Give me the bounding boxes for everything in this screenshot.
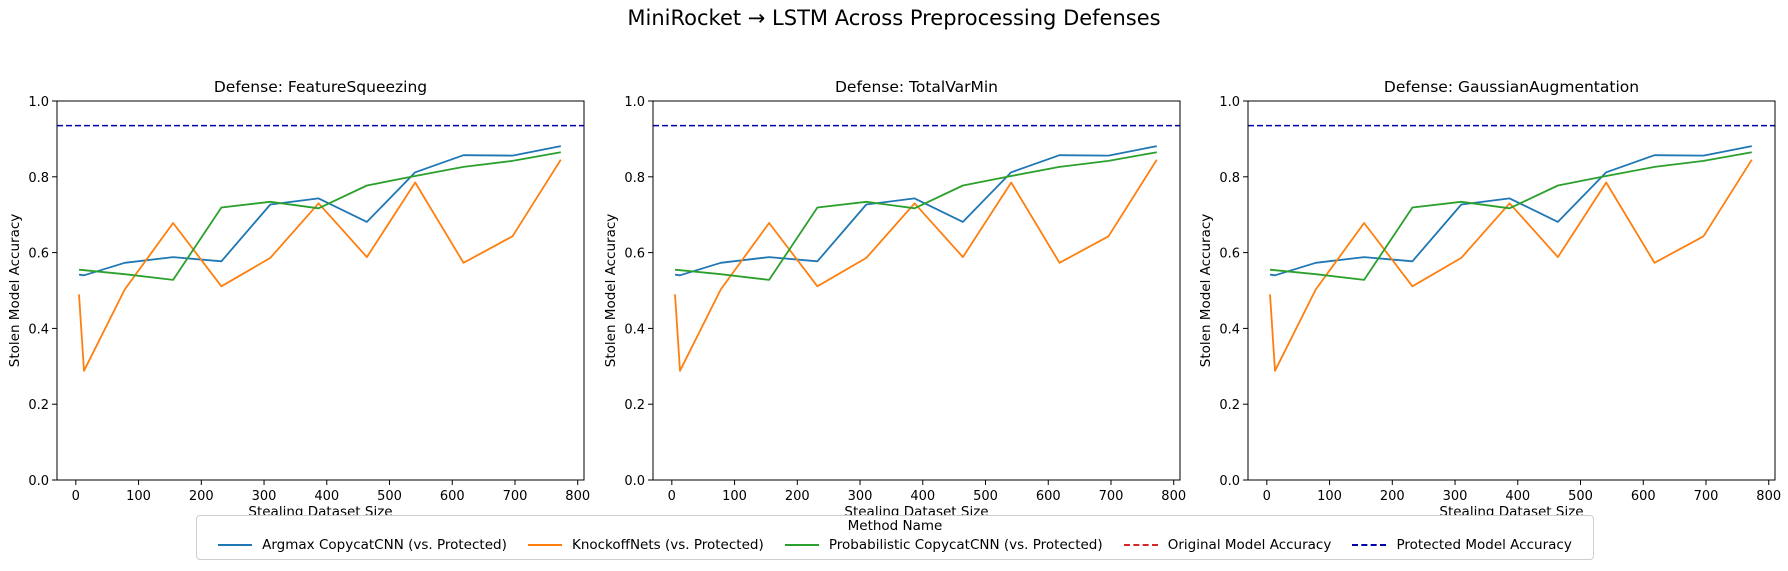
x-tick-label: 0: [668, 489, 676, 504]
y-tick-label: 1.0: [624, 95, 645, 110]
series-line: [78, 151, 561, 281]
x-tick-label: 700: [503, 489, 528, 504]
y-axis-label: Stolen Model Accuracy: [1198, 214, 1214, 367]
legend-entry: Original Model Accuracy: [1123, 537, 1332, 553]
x-tick-label: 800: [565, 489, 590, 504]
x-tick-label: 500: [377, 489, 402, 504]
legend-entry: Probabilistic CopycatCNN (vs. Protected): [784, 537, 1103, 553]
legend-label: Original Model Accuracy: [1167, 537, 1332, 553]
y-tick-label: 1.0: [1219, 95, 1240, 110]
y-tick-label: 0.2: [1219, 398, 1240, 413]
x-tick-label: 600: [1036, 489, 1061, 504]
x-tick-label: 500: [973, 489, 998, 504]
legend-label: Probabilistic CopycatCNN (vs. Protected): [828, 537, 1103, 553]
series-line: [1269, 151, 1752, 281]
x-tick-label: 600: [1631, 489, 1656, 504]
series-line: [674, 159, 1158, 372]
plot-frame: [1247, 100, 1776, 481]
x-tick-label: 100: [1317, 489, 1342, 504]
legend-entry: KnockoffNets (vs. Protected): [527, 537, 764, 553]
y-tick-label: 0.0: [1219, 474, 1240, 489]
x-tick-label: 0: [72, 489, 80, 504]
series-line: [78, 145, 561, 277]
x-tick-label: 400: [910, 489, 935, 504]
legend: Method Name Argmax CopycatCNN (vs. Prote…: [196, 515, 1594, 560]
x-tick-label: 300: [252, 489, 277, 504]
legend-swatch: [784, 544, 819, 546]
y-tick-label: 0.4: [28, 322, 49, 337]
x-tick-label: 800: [1756, 489, 1781, 504]
series-line: [674, 145, 1157, 277]
y-tick-label: 0.8: [28, 171, 49, 186]
legend-title: Method Name: [847, 518, 943, 534]
x-tick-label: 300: [848, 489, 873, 504]
x-tick-label: 800: [1161, 489, 1186, 504]
x-tick-label: 100: [126, 489, 151, 504]
y-tick-label: 0.6: [624, 247, 645, 262]
series-line: [78, 159, 562, 372]
x-tick-label: 200: [1380, 489, 1405, 504]
y-axis-label: Stolen Model Accuracy: [7, 214, 23, 367]
x-tick-label: 200: [189, 489, 214, 504]
y-tick-label: 0.2: [624, 398, 645, 413]
chart-title: Defense: TotalVarMin: [835, 78, 998, 96]
x-tick-label: 100: [722, 489, 747, 504]
legend-label: KnockoffNets (vs. Protected): [571, 537, 764, 553]
legend-label: Argmax CopycatCNN (vs. Protected): [262, 537, 507, 553]
series-line: [1269, 145, 1752, 277]
x-tick-label: 200: [785, 489, 810, 504]
x-tick-label: 300: [1443, 489, 1468, 504]
y-tick-label: 0.0: [28, 474, 49, 489]
plot-frame: [56, 100, 585, 481]
legend-label: Protected Model Accuracy: [1396, 537, 1572, 553]
y-tick-label: 0.0: [624, 474, 645, 489]
figure-title: MiniRocket → LSTM Across Preprocessing D…: [627, 6, 1161, 30]
x-tick-label: 700: [1099, 489, 1124, 504]
plot-frame: [652, 100, 1181, 481]
legend-swatch: [1352, 544, 1387, 546]
chart-panel: Defense: FeatureSqueezing Stolen Model Ac…: [7, 78, 590, 520]
legend-swatch: [527, 544, 562, 546]
legend-entry: Argmax CopycatCNN (vs. Protected): [218, 537, 507, 553]
y-tick-label: 0.4: [1219, 322, 1240, 337]
series-line: [674, 151, 1157, 281]
x-tick-label: 700: [1694, 489, 1719, 504]
x-tick-label: 600: [440, 489, 465, 504]
x-tick-label: 400: [1505, 489, 1530, 504]
x-tick-label: 400: [314, 489, 339, 504]
series-line: [1269, 159, 1753, 372]
legend-swatch: [1123, 544, 1158, 546]
y-axis-label: Stolen Model Accuracy: [603, 214, 619, 367]
chart-title: Defense: FeatureSqueezing: [214, 78, 427, 96]
chart-panel: Defense: TotalVarMin Stolen Model Accurac…: [603, 78, 1186, 520]
y-tick-label: 0.6: [28, 247, 49, 262]
x-tick-label: 0: [1263, 489, 1271, 504]
y-tick-label: 1.0: [28, 95, 49, 110]
legend-items: Argmax CopycatCNN (vs. Protected) Knockof…: [197, 537, 1593, 553]
chart-title: Defense: GaussianAugmentation: [1384, 78, 1639, 96]
legend-swatch: [218, 544, 253, 546]
chart-panel: Defense: GaussianAugmentation Stolen Mode…: [1198, 78, 1781, 520]
y-tick-label: 0.4: [624, 322, 645, 337]
y-tick-label: 0.2: [28, 398, 49, 413]
legend-entry: Protected Model Accuracy: [1352, 537, 1572, 553]
y-tick-label: 0.8: [624, 171, 645, 186]
y-tick-label: 0.8: [1219, 171, 1240, 186]
x-tick-label: 500: [1568, 489, 1593, 504]
y-tick-label: 0.6: [1219, 247, 1240, 262]
